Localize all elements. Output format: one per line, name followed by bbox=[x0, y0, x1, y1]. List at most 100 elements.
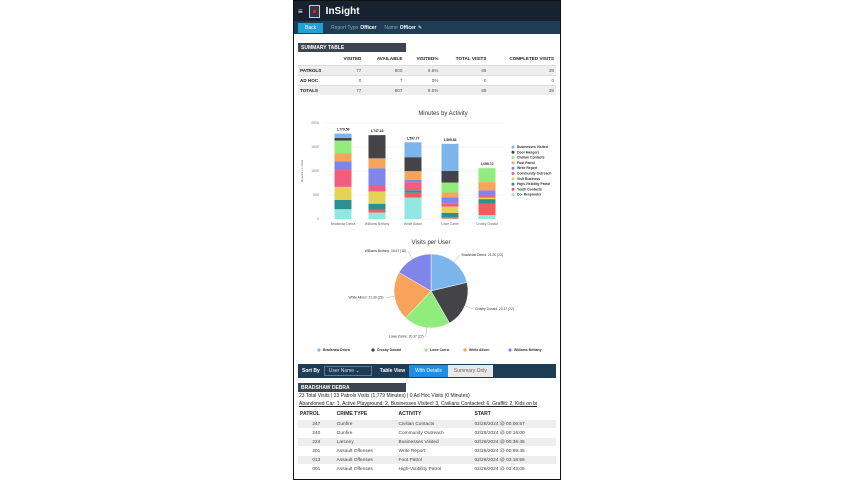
bar-segment[interactable] bbox=[368, 185, 386, 192]
visits-column-header[interactable]: ACTIVITY bbox=[398, 411, 422, 417]
summary-row: AD HOC 0 7 0% 0 0 bbox=[298, 75, 556, 86]
y-axis-label: Minutes on Visits bbox=[300, 159, 304, 182]
bar-segment[interactable] bbox=[441, 206, 459, 213]
bar-segment[interactable] bbox=[404, 192, 422, 198]
legend-item[interactable]: Write Report bbox=[517, 166, 538, 170]
legend-item[interactable]: Community Outreach bbox=[517, 172, 551, 176]
bar-segment[interactable] bbox=[334, 161, 352, 171]
bar-segment[interactable] bbox=[404, 157, 422, 172]
bar-segment[interactable] bbox=[404, 182, 422, 191]
bar-segment[interactable] bbox=[404, 197, 422, 219]
bar-segment[interactable] bbox=[441, 192, 459, 198]
bar-segment[interactable] bbox=[404, 171, 422, 180]
bar-segment[interactable] bbox=[478, 196, 496, 198]
bar-segment[interactable] bbox=[368, 203, 386, 210]
bar-segment[interactable] bbox=[478, 168, 496, 183]
legend-item[interactable]: Williams Brittany bbox=[514, 348, 542, 352]
bar-segment[interactable] bbox=[404, 142, 422, 158]
edit-pencil-icon[interactable]: ✎ bbox=[417, 24, 423, 31]
legend-item[interactable]: Lowe Carrie bbox=[430, 348, 450, 352]
summary-cell: 9.5% bbox=[404, 85, 441, 95]
table-row[interactable]: 013 Assault Offenses Foot Patrol 02/28/2024… bbox=[298, 455, 556, 465]
bar-segment[interactable] bbox=[404, 190, 422, 193]
visits-column-header[interactable]: PATROL bbox=[300, 411, 320, 417]
legend-item[interactable]: Co- Responder bbox=[517, 193, 542, 197]
visits-cell: Foot Patrol bbox=[396, 455, 473, 465]
visits-cell: Assault Offenses bbox=[334, 446, 397, 456]
legend-item[interactable]: Crosby Donald bbox=[377, 348, 401, 352]
legend-item[interactable]: White Alison bbox=[469, 348, 489, 352]
bar-segment[interactable] bbox=[368, 212, 386, 219]
insight-logo-icon bbox=[308, 4, 320, 18]
legend-item[interactable]: Businesses Visited bbox=[517, 145, 548, 149]
bar-segment[interactable] bbox=[334, 199, 352, 210]
bar-segment[interactable] bbox=[441, 143, 459, 171]
bar-segment[interactable] bbox=[334, 186, 352, 200]
x-tick-label: Bradshaw Debra bbox=[331, 222, 356, 226]
bar-segment[interactable] bbox=[334, 209, 352, 219]
table-row[interactable]: 240 Gunfire Community Outreach 02/28/2024 @… bbox=[298, 428, 556, 438]
sort-by-select[interactable]: User Name ⌄ bbox=[323, 366, 372, 376]
bar-segment[interactable] bbox=[334, 170, 352, 187]
bar-segment[interactable] bbox=[368, 158, 386, 169]
pie-data-label: Bradshaw Debra: 21.30 (23) bbox=[462, 253, 503, 257]
bar-segment[interactable] bbox=[404, 179, 422, 183]
bar-segment[interactable] bbox=[478, 215, 496, 219]
bar-segment[interactable] bbox=[478, 203, 496, 216]
table-row[interactable]: 224 Larceny Businesses Visited 02/28/2024 @… bbox=[298, 437, 556, 447]
legend-marker bbox=[511, 182, 515, 186]
summary-cell: 39 bbox=[488, 85, 556, 95]
bar-segment[interactable] bbox=[441, 203, 459, 207]
chevron-down-icon: ⌄ bbox=[355, 368, 360, 374]
legend-item[interactable]: Visit Business bbox=[517, 177, 540, 181]
legend-marker bbox=[511, 150, 515, 154]
summary-only-toggle[interactable]: Summary Only bbox=[447, 365, 493, 377]
bar-segment[interactable] bbox=[478, 197, 496, 200]
legend-item[interactable]: Youth Contacts bbox=[517, 187, 542, 191]
pie-label-connector bbox=[464, 305, 474, 310]
bar-total-label: 1,779.58 bbox=[337, 128, 350, 132]
visits-column-header[interactable]: START bbox=[474, 411, 491, 417]
bar-segment[interactable] bbox=[334, 133, 352, 138]
pie-slice[interactable] bbox=[405, 290, 450, 329]
hamburger-menu-icon[interactable]: ≡ bbox=[298, 6, 303, 16]
legend-marker bbox=[463, 348, 467, 352]
visits-cell: 013 bbox=[298, 455, 335, 465]
visits-table: PATROL CRIME TYPE ACTIVITY START 247 Gunfire… bbox=[298, 408, 556, 474]
legend-marker bbox=[511, 193, 515, 197]
bar-segment[interactable] bbox=[478, 199, 496, 204]
legend-item[interactable]: High-Visibility Patrol bbox=[517, 182, 550, 186]
bar-segment[interactable] bbox=[441, 182, 459, 193]
bar-segment[interactable] bbox=[334, 140, 352, 154]
pie-data-label: White Alison: 21.30 (23) bbox=[348, 296, 383, 300]
visits-cell: Assault Offenses bbox=[334, 464, 397, 474]
bar-segment[interactable] bbox=[368, 209, 386, 213]
legend-item[interactable]: Bradshaw Debra bbox=[323, 348, 350, 352]
bar-segment[interactable] bbox=[441, 212, 459, 218]
visits-column-header[interactable]: CRIME TYPE bbox=[336, 411, 368, 417]
bar-segment[interactable] bbox=[441, 170, 459, 183]
x-tick-label: Williams Brittany bbox=[365, 222, 390, 226]
pie-label-connector bbox=[453, 254, 460, 263]
bar-segment[interactable] bbox=[334, 137, 352, 141]
table-row[interactable]: 201 Assault Offenses Write Report 02/28/202… bbox=[298, 446, 556, 456]
bar-segment[interactable] bbox=[368, 135, 386, 159]
bar-segment[interactable] bbox=[478, 190, 496, 197]
summary-cell: AD HOC bbox=[298, 75, 334, 86]
table-row[interactable]: 247 Gunfire Civilian Contacts 02/28/2024 @ … bbox=[298, 420, 556, 429]
summary-cell: TOTALS bbox=[298, 85, 334, 95]
bar-segment[interactable] bbox=[478, 182, 496, 191]
bar-segment[interactable] bbox=[368, 191, 386, 204]
visits-cell: 02/28/2024 @ 00:36:46 bbox=[472, 437, 556, 447]
with-details-toggle[interactable]: With Details bbox=[409, 365, 448, 377]
table-row[interactable]: 001 Assault Offenses High-Visibility Patro… bbox=[298, 464, 556, 474]
bar-segment[interactable] bbox=[334, 153, 352, 162]
pie-data-label: Williams Brittany: 16.67 (18) bbox=[365, 249, 406, 253]
legend-item[interactable]: Door Hangers bbox=[517, 150, 540, 154]
back-button[interactable]: Back bbox=[298, 22, 324, 33]
bar-segment[interactable] bbox=[441, 197, 459, 204]
legend-item[interactable]: Civilian Contacts bbox=[517, 156, 545, 160]
bar-segment[interactable] bbox=[368, 168, 386, 186]
legend-item[interactable]: Foot Patrol bbox=[517, 161, 535, 165]
bar-segment[interactable] bbox=[441, 217, 459, 219]
